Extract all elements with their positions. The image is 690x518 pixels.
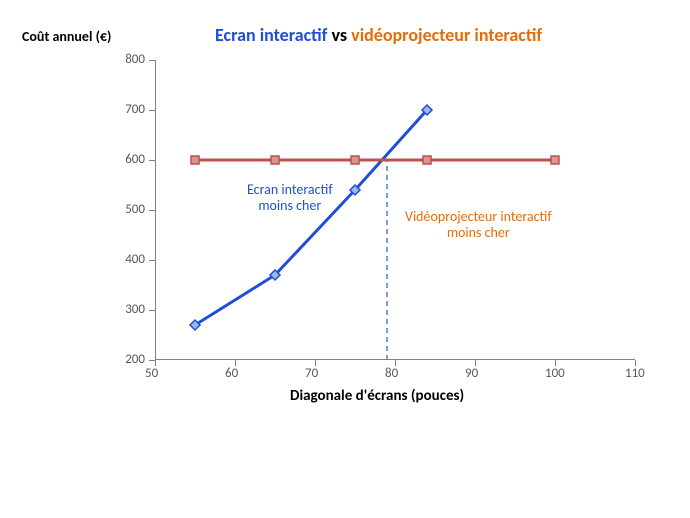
x-tick-label: 90: [465, 366, 478, 381]
x-tick-label: 70: [305, 366, 318, 381]
chart-title-separator: vs: [331, 24, 347, 46]
x-tick-mark: [635, 360, 636, 366]
x-tick-label: 80: [385, 366, 398, 381]
chart-title-part-1: Ecran interactif: [215, 24, 327, 46]
plot-area: [155, 60, 635, 360]
x-tick-mark: [315, 360, 316, 366]
y-tick-label: 300: [125, 302, 145, 317]
y-tick-label: 400: [125, 252, 145, 267]
x-tick-label: 50: [145, 366, 158, 381]
x-tick-mark: [155, 360, 156, 366]
y-tick-label: 600: [125, 152, 145, 167]
x-tick-mark: [475, 360, 476, 366]
y-tick-label: 800: [125, 52, 145, 67]
x-tick-label: 110: [625, 366, 645, 381]
chart-title: Ecran interactif vs vidéoprojecteur inte…: [215, 24, 542, 46]
chart: Coût annuel (€) Ecran interactif vs vidé…: [0, 0, 690, 518]
annotation-vpi_cheaper: Vidéoprojecteur interactifmoins cher: [405, 209, 552, 241]
x-tick-label: 100: [545, 366, 565, 381]
y-tick-mark: [149, 60, 155, 61]
x-axis-title: Diagonale d'écrans (pouces): [290, 387, 464, 405]
y-tick-mark: [149, 160, 155, 161]
x-tick-mark: [555, 360, 556, 366]
y-axis-title: Coût annuel (€): [22, 28, 111, 45]
y-tick-label: 500: [125, 202, 145, 217]
y-tick-mark: [149, 310, 155, 311]
annotation-ecran_cheaper: Ecran interactifmoins cher: [247, 182, 333, 214]
x-tick-mark: [395, 360, 396, 366]
x-tick-mark: [235, 360, 236, 366]
y-tick-mark: [149, 110, 155, 111]
plot-svg: [155, 60, 635, 360]
x-tick-label: 60: [225, 366, 238, 381]
chart-title-part-2: vidéoprojecteur interactif: [351, 24, 542, 46]
y-tick-mark: [149, 260, 155, 261]
y-tick-mark: [149, 210, 155, 211]
y-tick-label: 200: [125, 352, 145, 367]
y-tick-label: 700: [125, 102, 145, 117]
